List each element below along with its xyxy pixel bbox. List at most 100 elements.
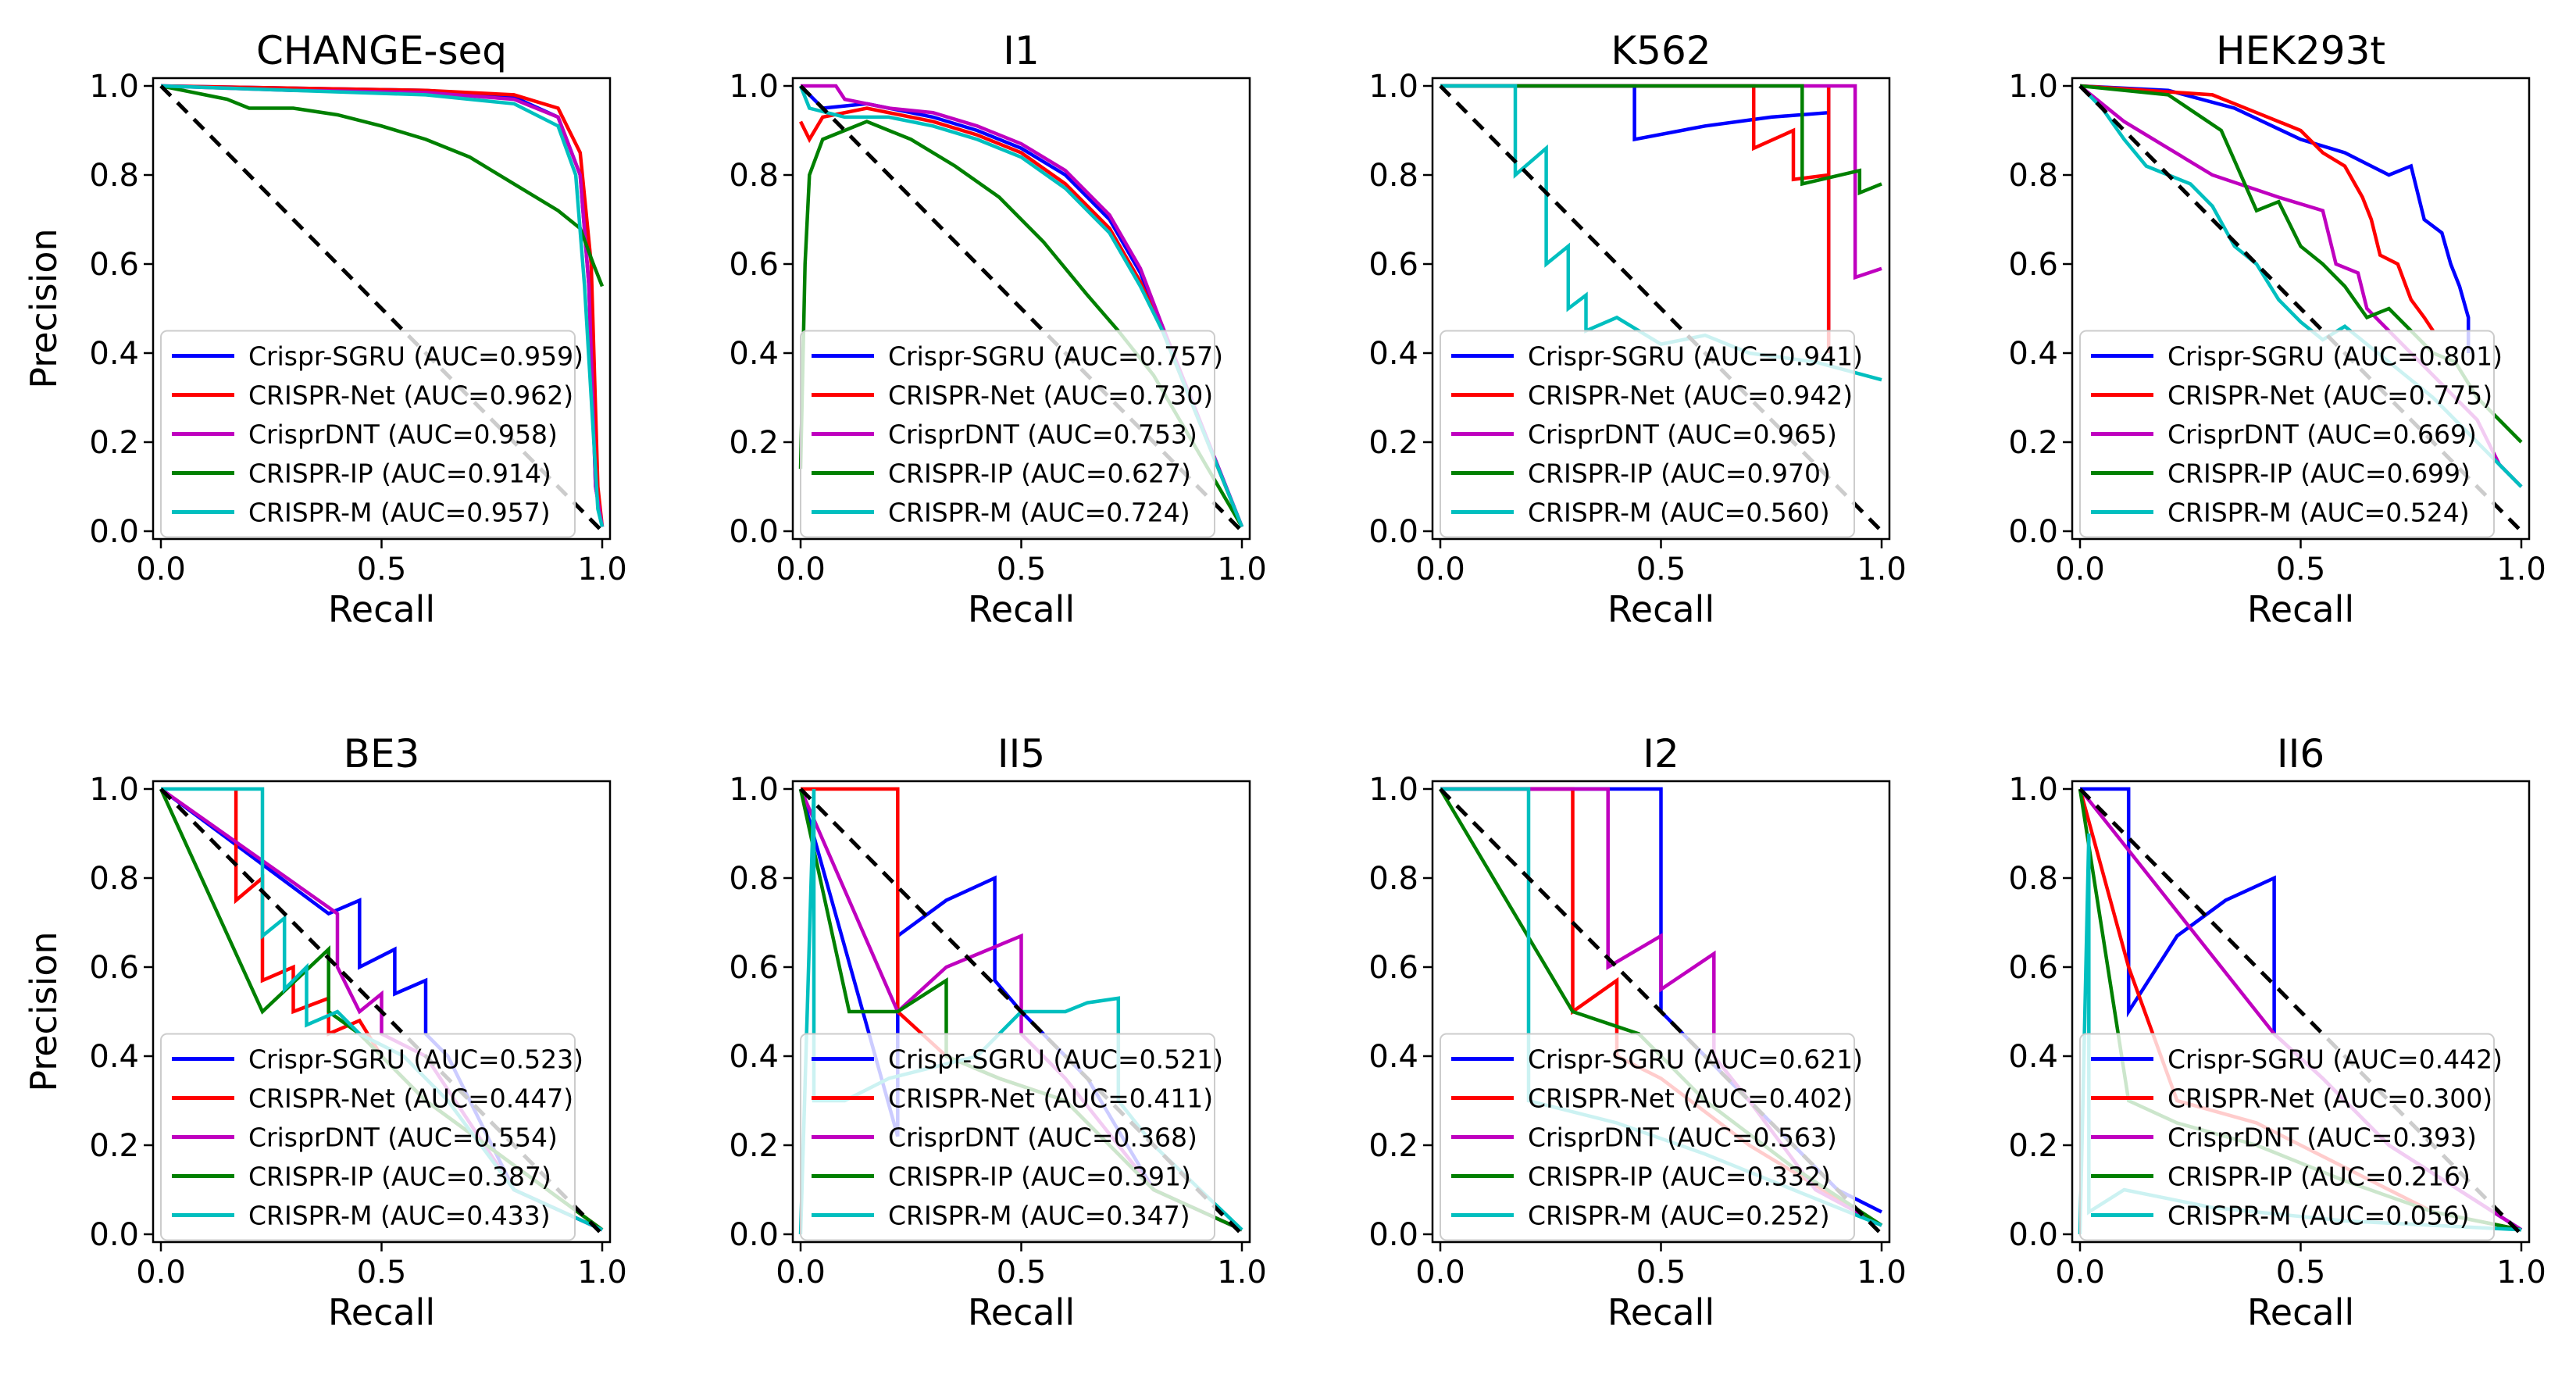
legend-entry: CrisprDNT (AUC=0.554) (248, 1123, 558, 1153)
legend-entry: CRISPR-IP (AUC=0.970) (1528, 459, 1831, 489)
legend-entry: CRISPR-M (AUC=0.957) (248, 498, 551, 528)
subplot-1: I1 0.0 0.5 1.0 0.0 0.2 0.4 0.6 0.8 1.0 Recall Crisp… (729, 28, 1266, 630)
legend: Crispr-SGRU (AUC=0.621) CRISPR-Net (AUC=0… (1440, 1033, 1863, 1241)
legend-entry: CRISPR-Net (AUC=0.775) (2167, 380, 2492, 411)
subplot-title: BE3 (344, 731, 420, 776)
y-tick-label: 0.2 (1368, 425, 1418, 461)
x-tick-label: 1.0 (2496, 1255, 2546, 1291)
y-tick-label: 0.6 (729, 950, 779, 986)
y-tick-label: 1.0 (89, 772, 139, 808)
legend-box (2079, 330, 2495, 538)
legend-entry: CRISPR-Net (AUC=0.300) (2167, 1083, 2492, 1114)
subplot-title: I2 (1643, 731, 1679, 776)
x-axis-label: Recall (1607, 588, 1714, 630)
legend-entry: Crispr-SGRU (AUC=0.521) (888, 1044, 1223, 1075)
y-tick-label: 0.2 (89, 425, 139, 461)
subplot-6: I2 0.0 0.5 1.0 0.0 0.2 0.4 0.6 0.8 1.0 Recall Crisp… (1368, 731, 1906, 1333)
x-tick-label: 1.0 (577, 1255, 627, 1291)
y-tick-label: 0.6 (89, 950, 139, 986)
legend-box (160, 1033, 576, 1241)
y-tick-label: 0.6 (1368, 950, 1418, 986)
y-tick-label: 0.4 (89, 336, 139, 372)
x-tick-label: 0.5 (357, 1255, 407, 1291)
subplot-7: II6 0.0 0.5 1.0 0.0 0.2 0.4 0.6 0.8 1.0 Recall Cris… (2008, 731, 2546, 1333)
y-tick-label: 0.6 (2008, 950, 2058, 986)
y-tick-label: 0.0 (2008, 1217, 2058, 1253)
y-tick-label: 1.0 (89, 69, 139, 105)
x-tick-label: 1.0 (1857, 1255, 1907, 1291)
y-tick-label: 1.0 (729, 772, 779, 808)
legend-entry: CRISPR-IP (AUC=0.699) (2167, 459, 2471, 489)
series-line-crispr-net (1440, 84, 1831, 353)
y-tick-label: 1.0 (729, 69, 779, 105)
x-axis-label: Recall (1607, 1291, 1714, 1333)
series-line-crisprdnt (801, 84, 1244, 528)
legend: Crispr-SGRU (AUC=0.521) CRISPR-Net (AUC=0… (800, 1033, 1223, 1241)
subplot-title: CHANGE-seq (256, 28, 507, 73)
y-tick-label: 1.0 (1368, 69, 1418, 105)
x-tick-label: 0.0 (1415, 552, 1465, 587)
subplot-title: II5 (997, 731, 1045, 776)
x-tick-label: 0.5 (997, 1255, 1047, 1291)
axes-frame (791, 77, 1251, 541)
legend-box (160, 330, 576, 538)
series-line-crispr-net (2079, 84, 2435, 332)
legend-entry: CRISPR-IP (AUC=0.332) (1528, 1162, 1831, 1192)
y-tick-label: 0.6 (729, 247, 779, 283)
y-tick-label: 0.8 (89, 158, 139, 194)
y-tick-label: 0.0 (1368, 1217, 1418, 1253)
legend-entry: CRISPR-M (AUC=0.347) (888, 1201, 1190, 1231)
series-line-crispr-sgru (2079, 84, 2471, 353)
x-axis-label: Recall (2247, 1291, 2354, 1333)
axes-frame (152, 780, 612, 1244)
y-tick-label: 0.0 (2008, 514, 2058, 550)
y-tick-label: 0.4 (1368, 1039, 1418, 1075)
x-tick-label: 0.5 (1636, 1255, 1686, 1291)
legend: Crispr-SGRU (AUC=0.523) CRISPR-Net (AUC=0… (160, 1033, 583, 1241)
plot-area (1439, 84, 1883, 533)
legend-entry: Crispr-SGRU (AUC=0.757) (888, 341, 1223, 372)
y-tick-label: 0.8 (729, 158, 779, 194)
legend-entry: CRISPR-Net (AUC=0.411) (888, 1083, 1213, 1114)
x-axis-label: Recall (968, 1291, 1075, 1333)
legend-entry: CRISPR-M (AUC=0.056) (2167, 1201, 2470, 1231)
legend-entry: Crispr-SGRU (AUC=0.801) (2167, 341, 2503, 372)
axes-frame (2071, 780, 2531, 1244)
y-tick-label: 0.2 (89, 1128, 139, 1164)
subplot-0: CHANGE-seq 0.0 0.5 1.0 0.0 0.2 0.4 0.6 0.8 1.0 Rec… (23, 28, 627, 630)
x-axis-label: Recall (2247, 588, 2354, 630)
legend-entry: CrisprDNT (AUC=0.368) (888, 1123, 1197, 1153)
y-tick-label: 0.0 (89, 1217, 139, 1253)
x-axis-label: Recall (328, 588, 435, 630)
y-tick-label: 0.4 (729, 336, 779, 372)
y-tick-label: 0.8 (729, 861, 779, 897)
x-tick-label: 0.0 (136, 552, 186, 587)
legend-entry: CRISPR-IP (AUC=0.391) (888, 1162, 1191, 1192)
x-tick-label: 0.0 (2055, 552, 2105, 587)
y-tick-label: 0.8 (1368, 158, 1418, 194)
legend-entry: CRISPR-IP (AUC=0.627) (888, 459, 1191, 489)
legend-entry: Crispr-SGRU (AUC=0.442) (2167, 1044, 2503, 1075)
x-tick-label: 0.0 (1415, 1255, 1465, 1291)
x-tick-label: 0.5 (2276, 1255, 2326, 1291)
y-tick-label: 0.2 (2008, 425, 2058, 461)
legend-entry: Crispr-SGRU (AUC=0.523) (248, 1044, 583, 1075)
x-tick-label: 1.0 (1857, 552, 1907, 587)
x-tick-label: 1.0 (1217, 552, 1267, 587)
x-tick-label: 0.5 (1636, 552, 1686, 587)
y-axis-label: Precision (23, 931, 65, 1091)
legend-entry: CRISPR-Net (AUC=0.962) (248, 380, 573, 411)
x-axis-label: Recall (968, 588, 1075, 630)
legend-entry: CrisprDNT (AUC=0.669) (2167, 419, 2477, 450)
x-axis-label: Recall (328, 1291, 435, 1333)
y-tick-label: 1.0 (2008, 772, 2058, 808)
legend-entry: CRISPR-Net (AUC=0.942) (1528, 380, 1853, 411)
legend: Crispr-SGRU (AUC=0.801) CRISPR-Net (AUC=0… (2079, 330, 2503, 538)
x-tick-label: 0.0 (136, 1255, 186, 1291)
y-tick-label: 0.4 (2008, 336, 2058, 372)
y-tick-label: 0.4 (89, 1039, 139, 1075)
y-axis-label: Precision (23, 228, 65, 388)
legend-entry: CrisprDNT (AUC=0.393) (2167, 1123, 2477, 1153)
subplot-title: K562 (1611, 28, 1711, 73)
y-tick-label: 0.2 (729, 425, 779, 461)
